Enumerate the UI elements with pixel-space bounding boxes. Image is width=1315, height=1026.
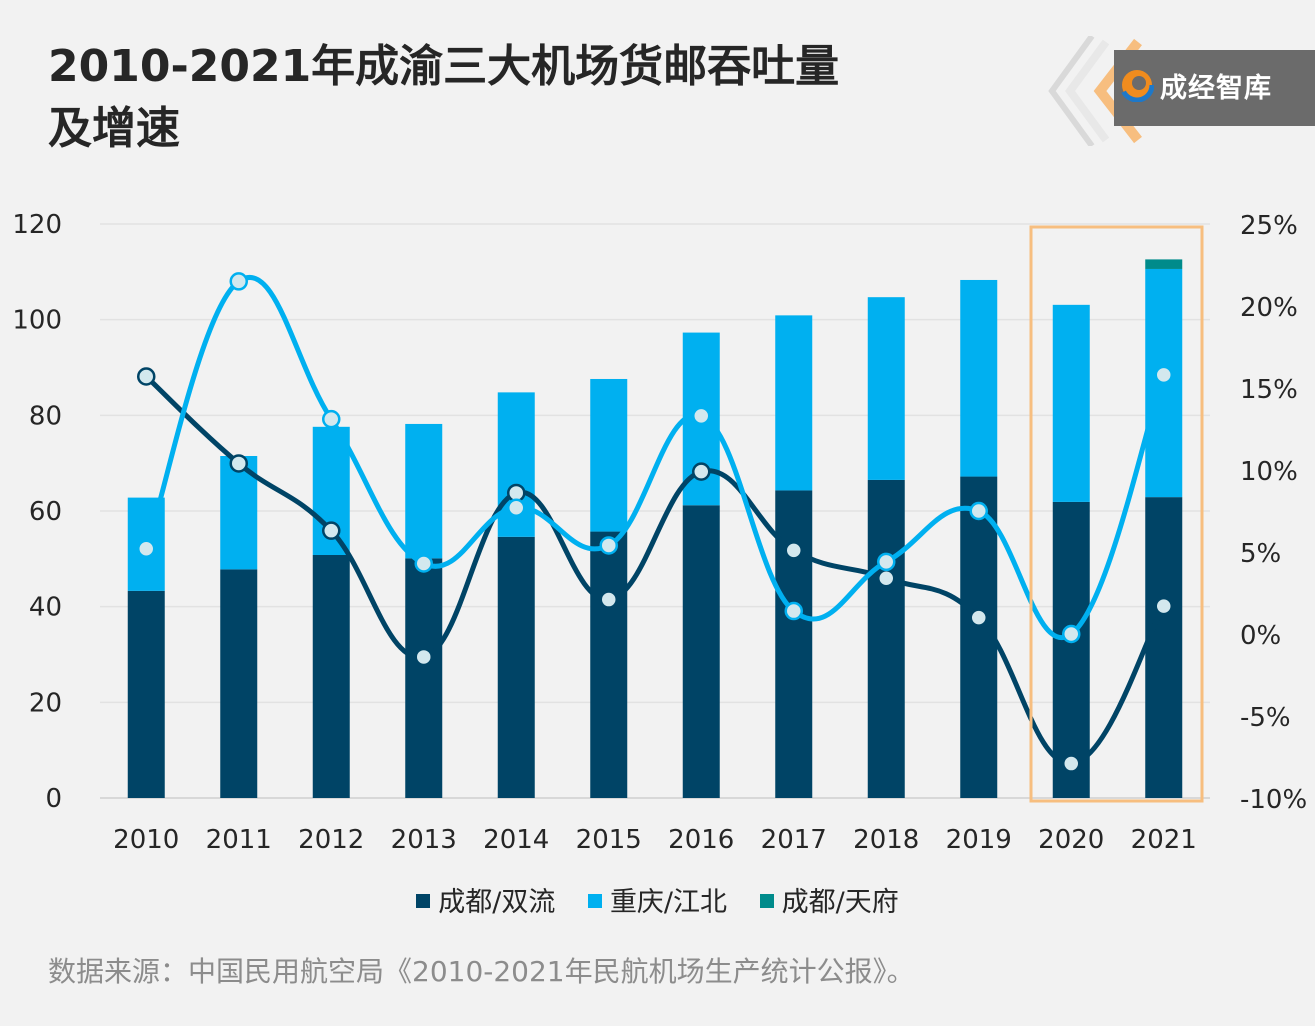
- growth-line-chongqing-point-2016: [692, 406, 711, 426]
- bar-chongqing-jiangbei-2013: [405, 423, 443, 559]
- chart-legend: 成都/双流 重庆/江北 成都/天府: [0, 880, 1315, 919]
- chart-title-line-2: 及增速: [48, 103, 180, 154]
- bar-chengdu-shuangliu-2021: [1145, 497, 1183, 798]
- growth-line-chengdu-point-2018: [877, 568, 896, 588]
- x-tick-label: 2013: [391, 825, 457, 855]
- bar-chongqing-jiangbei-2019: [960, 279, 998, 477]
- growth-line-chengdu-point-2013: [414, 647, 433, 667]
- legend-label-chongqing-jiangbei: 重庆/江北: [609, 887, 728, 918]
- brand-logo: 成经智库: [1048, 36, 1315, 146]
- bar-chengdu-shuangliu-2010: [127, 590, 165, 798]
- y-right-tick-label: 0%: [1240, 621, 1281, 651]
- bar-chengdu-shuangliu-2011: [220, 569, 258, 798]
- y-right-tick-label: 5%: [1240, 539, 1281, 569]
- growth-line-chongqing-point-2018: [877, 552, 896, 572]
- x-tick-label: 2019: [946, 825, 1012, 855]
- bar-chongqing-jiangbei-2015: [590, 378, 628, 532]
- logo-text: 成经智库: [1160, 73, 1272, 104]
- growth-line-chongqing: [143, 275, 1167, 640]
- bar-chengdu-shuangliu-2020: [1052, 501, 1090, 798]
- y-left-tick-label: 120: [12, 210, 62, 240]
- x-tick-label: 2016: [668, 825, 734, 855]
- bar-chengdu-shuangliu-2013: [405, 558, 443, 798]
- x-tick-label: 2018: [853, 825, 919, 855]
- growth-line-chongqing-point-2019: [969, 501, 988, 521]
- chart-title-line-1: 2010-2021年成渝三大机场货邮吞吐量: [48, 41, 840, 92]
- y-left-tick-label: 80: [29, 401, 62, 431]
- legend-swatch-chengdu-tianfu: [759, 894, 774, 908]
- axis-labels: 0 20 40 60 80 100 120 -10% -5% 0% 5% 10% 15% 20% 25% 20…: [12, 210, 1307, 855]
- growth-line-chongqing-point-2017: [784, 601, 803, 621]
- bar-series: [127, 259, 1183, 798]
- growth-line-chengdu-point-2020: [1062, 754, 1081, 773]
- x-tick-label: 2015: [576, 825, 642, 855]
- legend-swatch-chongqing-jiangbei: [587, 894, 602, 908]
- growth-line-chongqing-point-2021: [1154, 365, 1173, 385]
- bar-chongqing-jiangbei-2020: [1052, 304, 1090, 502]
- logo-mark-icon: [1120, 68, 1154, 102]
- y-right-tick-label: 20%: [1240, 293, 1298, 323]
- x-tick-label: 2021: [1131, 825, 1197, 855]
- bar-chengdu-tianfu-2021: [1145, 259, 1183, 269]
- highlight-box-2020-2021: [1029, 225, 1204, 803]
- legend-item-chengdu-tianfu: 成都/天府: [759, 880, 899, 919]
- x-tick-label: 2020: [1038, 825, 1104, 855]
- legend-item-chongqing-jiangbei: 重庆/江北: [587, 880, 728, 919]
- growth-line-chengdu-point-2010: [137, 367, 156, 386]
- bar-chengdu-shuangliu-2015: [590, 531, 628, 798]
- y-right-tick-label: -5%: [1240, 703, 1291, 733]
- growth-line-chengdu-point-2021: [1154, 596, 1173, 616]
- y-left-tick-label: 0: [45, 784, 62, 814]
- x-tick-label: 2011: [206, 825, 272, 855]
- growth-line-chengdu-point-2017: [784, 541, 803, 560]
- legend-item-chengdu-shuangliu: 成都/双流: [416, 880, 555, 919]
- growth-line-chengdu-point-2012: [322, 521, 341, 540]
- bar-chengdu-shuangliu-2017: [775, 490, 813, 798]
- grid-lines: [100, 223, 1210, 799]
- x-tick-label: 2017: [761, 825, 827, 855]
- growth-line-chongqing-point-2011: [229, 272, 248, 291]
- bar-chongqing-jiangbei-2017: [775, 315, 813, 491]
- growth-line-chongqing-point-2014: [507, 498, 526, 517]
- legend-swatch-chengdu-shuangliu: [416, 894, 431, 908]
- growth-line-chengdu: [144, 374, 1166, 767]
- growth-line-chengdu-point-2016: [692, 462, 711, 481]
- chart-title: 2010-2021年成渝三大机场货邮吞吐量 及增速: [48, 36, 839, 160]
- bar-chengdu-shuangliu-2012: [312, 555, 350, 798]
- bar-chengdu-shuangliu-2018: [867, 479, 905, 798]
- y-left-tick-label: 20: [29, 688, 62, 718]
- bar-chengdu-shuangliu-2014: [497, 536, 535, 798]
- growth-line-chengdu-point-2019: [969, 608, 988, 627]
- y-right-tick-label: 10%: [1240, 457, 1298, 487]
- x-tick-label: 2010: [113, 825, 179, 855]
- growth-line-chengdu-point-2015: [599, 590, 618, 609]
- legend-label-chengdu-tianfu: 成都/天府: [781, 887, 899, 918]
- y-right-tick-label: 15%: [1240, 375, 1298, 405]
- growth-line-chongqing-point-2010: [137, 539, 156, 558]
- growth-line-chongqing-point-2015: [599, 536, 618, 555]
- y-left-tick-label: 100: [12, 306, 62, 336]
- source-note: 数据来源：中国民用航空局《2010-2021年民航机场生产统计公报》。: [48, 955, 915, 988]
- y-left-tick-label: 60: [29, 497, 62, 527]
- legend-label-chengdu-shuangliu: 成都/双流: [438, 887, 556, 918]
- y-left-tick-label: 40: [29, 593, 62, 623]
- line-series: [137, 272, 1173, 773]
- x-tick-label: 2014: [483, 825, 549, 855]
- growth-line-chengdu-point-2011: [229, 454, 248, 473]
- y-right-tick-label: 25%: [1240, 211, 1298, 241]
- x-tick-label: 2012: [298, 825, 364, 855]
- growth-line-chongqing-point-2012: [322, 409, 341, 429]
- growth-line-chongqing-point-2013: [414, 554, 433, 573]
- y-right-tick-label: -10%: [1240, 785, 1307, 815]
- bar-chongqing-jiangbei-2018: [867, 297, 905, 480]
- bar-chengdu-shuangliu-2016: [682, 505, 720, 798]
- growth-line-chongqing-point-2020: [1062, 624, 1081, 644]
